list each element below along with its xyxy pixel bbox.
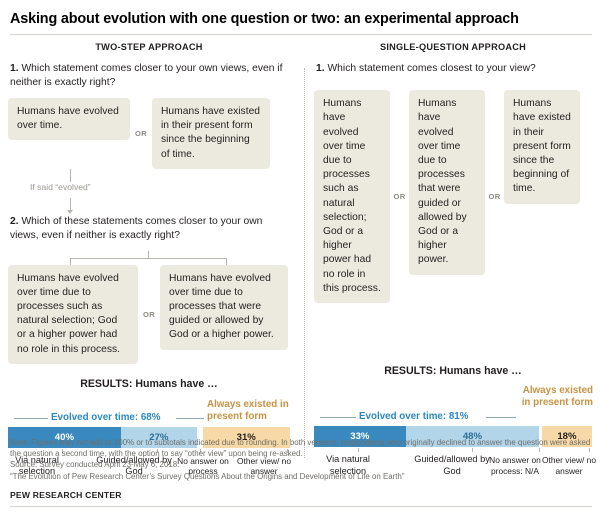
- left-step2-option-b: Humans have evolved over time due to pro…: [160, 264, 288, 350]
- left-step1-option-b: Humans have existed in their present for…: [152, 98, 270, 169]
- right-bar-labels: Via natural selection Guided/allowed by …: [314, 452, 596, 478]
- legend-rule-right: [486, 417, 516, 419]
- left-stacked-bar: 40% 27% 31%: [8, 426, 290, 448]
- left-question-2-number: 2.: [10, 215, 19, 227]
- left-step1-or-label: OR: [135, 128, 147, 138]
- right-option-a: Humans have evolved over time due to pro…: [314, 90, 390, 304]
- right-bar-segment-always-existed: 18%: [541, 426, 592, 448]
- right-bar-segment-natural-selection: 33%: [314, 426, 406, 448]
- legend-rule-right: [176, 417, 204, 419]
- branch-horizontal-line: [70, 257, 226, 259]
- tick-1: [61, 448, 63, 453]
- left-step1-options: Humans have evolved over time. OR Humans…: [8, 98, 290, 169]
- left-bar-segment-guided: 27%: [120, 426, 197, 448]
- tick-3: [199, 448, 201, 453]
- legend-rule-left: [320, 417, 356, 419]
- branch-left-drop: [70, 257, 71, 265]
- tick-1: [358, 448, 360, 453]
- left-bar-labels: Via natural selection Guided/allowed by …: [8, 453, 291, 479]
- tick-4: [589, 448, 591, 453]
- organization-name: PEW RESEARCH CENTER: [10, 490, 122, 500]
- arrow-down-icon: [67, 209, 73, 214]
- connector-line-lower: [70, 197, 71, 210]
- branch-right-drop: [226, 257, 227, 265]
- column-divider: [304, 68, 305, 459]
- branch-condition-label: If said “evolved”: [30, 181, 91, 192]
- tick-2: [157, 448, 159, 453]
- left-branch-connector: If said “evolved”: [10, 168, 290, 215]
- two-column-body: TWO-STEP APPROACH 1. Which statement com…: [8, 42, 596, 479]
- right-results-title: RESULTS: Humans have …: [384, 365, 522, 378]
- two-step-column: TWO-STEP APPROACH 1. Which statement com…: [8, 42, 300, 479]
- right-bar-segment-no-answer: [539, 426, 542, 448]
- left-legend-evolved: Evolved over time: 68%: [51, 411, 161, 423]
- connector-line-upper: [70, 168, 71, 182]
- left-bar-label-no-answer: No answer on process: [177, 455, 229, 477]
- left-bar-segment-natural-selection: 40%: [8, 426, 121, 448]
- right-question-1-number: 1.: [316, 63, 325, 75]
- left-step2-or-label: OR: [143, 309, 155, 319]
- left-question-2: 2. Which of these statements comes close…: [10, 215, 290, 243]
- branch-stem-line: [148, 250, 149, 258]
- right-stacked-bar: 33% 48% 18%: [314, 426, 592, 448]
- right-or-label-1: OR: [393, 192, 406, 202]
- left-bar-label-natural-selection: Via natural selection: [15, 454, 59, 477]
- footer-divider: [10, 506, 592, 507]
- right-option-b: Humans have evolved over time due to pro…: [409, 90, 485, 275]
- left-bar-label-other-view: Other view/ no answer: [237, 455, 291, 477]
- right-bar-label-no-answer: No answer on process: N/A: [489, 455, 541, 476]
- right-chart-legend: Evolved over time: 81% Always existed in…: [314, 383, 593, 425]
- right-question-1: 1. Which statement comes closest to your…: [316, 62, 592, 76]
- legend-rule-left: [14, 417, 48, 419]
- right-options-row: Humans have evolved over time due to pro…: [314, 90, 592, 304]
- tick-2: [472, 448, 474, 453]
- right-option-c: Humans have existed in their present for…: [504, 90, 580, 204]
- left-bar-ticks: [8, 448, 290, 453]
- single-question-column: SINGLE-QUESTION APPROACH 1. Which statem…: [300, 42, 596, 479]
- right-bar-label-other-view: Other view/ no answer: [542, 455, 596, 476]
- right-or-label-2: OR: [488, 192, 501, 202]
- footnote-note: Note: Figures may not add to 100% or to …: [10, 437, 591, 458]
- right-legend-evolved: Evolved over time: 81%: [359, 411, 469, 423]
- left-chart-legend: Evolved over time: 68% Always existed in…: [8, 396, 290, 426]
- left-bar-segment-no-answer: [196, 426, 203, 448]
- right-bar-label-natural-selection: Via natural selection: [326, 454, 370, 476]
- two-step-column-title: TWO-STEP APPROACH: [95, 42, 203, 53]
- left-step2-branch-lines: [10, 250, 290, 265]
- left-question-1: 1. Which statement comes closer to your …: [10, 62, 290, 90]
- footnote-report-title: “The Evolution of Pew Research Center’s …: [10, 472, 405, 482]
- footer: Note: Figures may not add to 100% or to …: [10, 438, 592, 507]
- left-legend-always: Always existed in present form: [207, 398, 289, 422]
- right-bar-ticks: [314, 447, 592, 453]
- right-bar-label-guided: Guided/allowed by God: [414, 454, 490, 476]
- right-question-1-text: Which statement comes closest to your vi…: [327, 63, 536, 75]
- right-legend-always: Always existed in present form: [521, 385, 593, 408]
- left-bar-label-guided: Guided/allowed by God: [96, 454, 172, 477]
- right-bar-segment-guided: 48%: [405, 426, 540, 448]
- title-divider: [10, 34, 592, 36]
- tick-3: [539, 448, 541, 453]
- left-question-1-number: 1.: [10, 63, 19, 75]
- left-step1-option-a: Humans have evolved over time.: [8, 98, 130, 141]
- footnote-source: Source: Survey conducted April 23-May 6,…: [10, 460, 180, 470]
- left-bar-segment-always-existed: 31%: [202, 426, 290, 448]
- page-title: Asking about evolution with one question…: [10, 11, 519, 27]
- left-question-1-text: Which statement comes closer to your own…: [10, 63, 283, 89]
- left-question-2-text: Which of these statements comes closer t…: [10, 215, 263, 241]
- left-step2-option-a: Humans have evolved over time due to pro…: [8, 264, 138, 364]
- single-question-column-title: SINGLE-QUESTION APPROACH: [379, 42, 527, 53]
- tick-4: [287, 448, 289, 453]
- left-results-title: RESULTS: Humans have …: [80, 377, 218, 390]
- left-step2-options: Humans have evolved over time due to pro…: [8, 264, 290, 364]
